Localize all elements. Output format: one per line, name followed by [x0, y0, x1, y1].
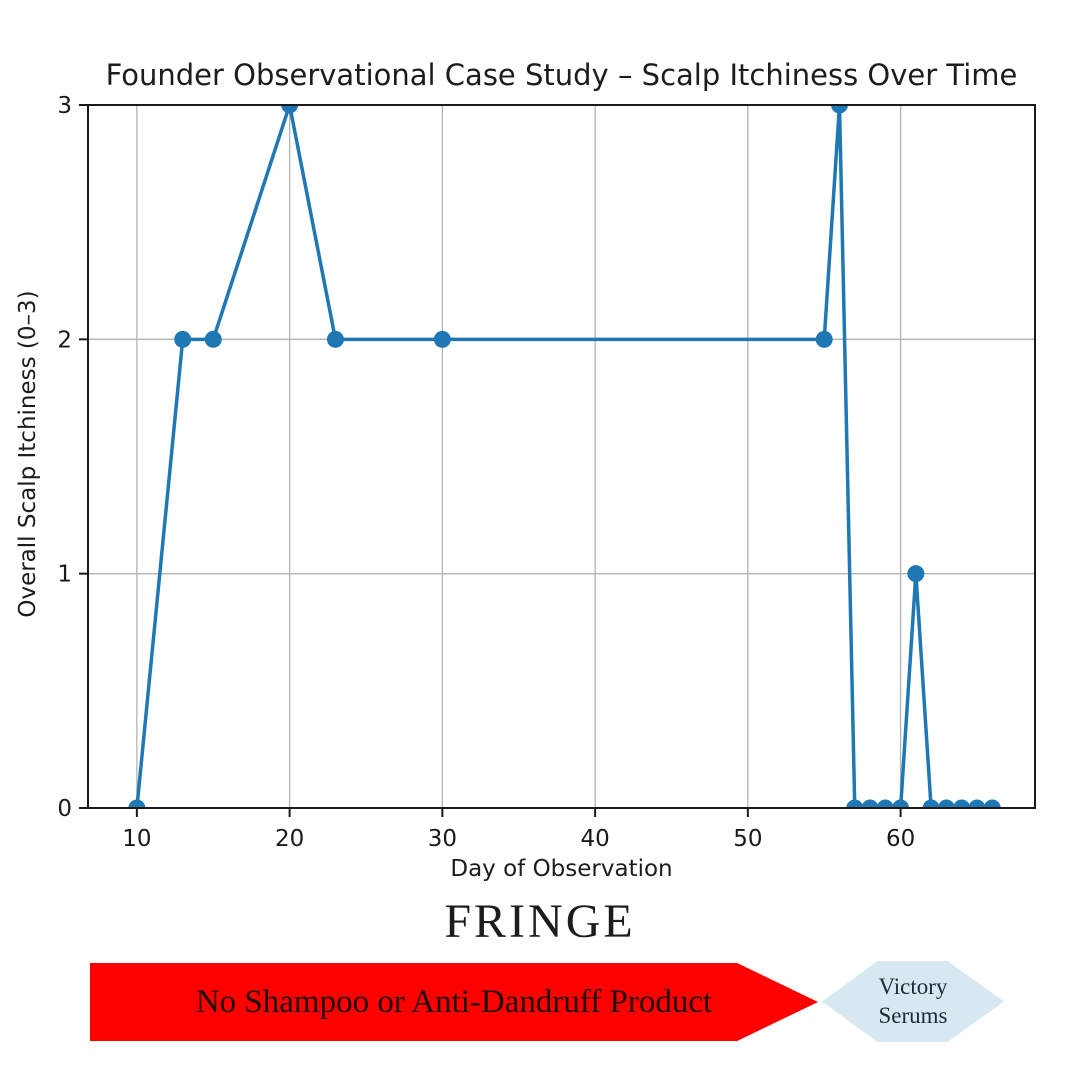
- y-tick-label: 0: [57, 796, 72, 822]
- phase-arrow-label: No Shampoo or Anti-Dandruff Product: [195, 983, 713, 1020]
- x-tick-label: 30: [428, 826, 457, 852]
- badge-line-1: Victory: [878, 974, 948, 1000]
- brand-name: FRINGE: [444, 895, 636, 948]
- x-axis-label: Day of Observation: [450, 856, 673, 882]
- data-point-marker: [204, 330, 222, 348]
- badge-line-2: Serums: [878, 1002, 948, 1028]
- data-point-marker: [953, 799, 971, 808]
- plot-border: [87, 104, 1036, 809]
- data-point-marker: [433, 330, 451, 348]
- data-point-marker: [815, 330, 833, 348]
- x-tick-label: 40: [580, 826, 609, 852]
- data-point-marker: [892, 799, 910, 808]
- chart-title: Founder Observational Case Study – Scalp…: [105, 58, 1018, 92]
- data-point-marker: [326, 330, 344, 348]
- data-point-marker: [846, 799, 864, 808]
- data-point-marker: [968, 799, 986, 808]
- data-point-marker: [876, 799, 894, 808]
- y-tick-label: 3: [57, 93, 72, 119]
- data-point-marker: [907, 565, 925, 583]
- data-point-marker: [937, 799, 955, 808]
- series-itchiness: [128, 105, 1001, 808]
- data-point-marker: [861, 799, 879, 808]
- y-tick-label: 2: [57, 327, 72, 353]
- data-point-marker: [281, 105, 299, 114]
- data-point-marker: [128, 799, 146, 808]
- data-point-marker: [922, 799, 940, 808]
- phase-arrow-banner: No Shampoo or Anti-Dandruff Product: [90, 963, 818, 1041]
- y-tick-label: 1: [57, 562, 72, 588]
- series-line: [135, 105, 994, 808]
- data-point-marker: [830, 105, 848, 114]
- x-tick-label: 10: [122, 826, 151, 852]
- x-tick-label: 20: [275, 826, 304, 852]
- x-tick-label: 60: [886, 826, 915, 852]
- data-point-marker: [174, 330, 192, 348]
- data-point-marker: [983, 799, 1001, 808]
- x-tick-label: 50: [733, 826, 762, 852]
